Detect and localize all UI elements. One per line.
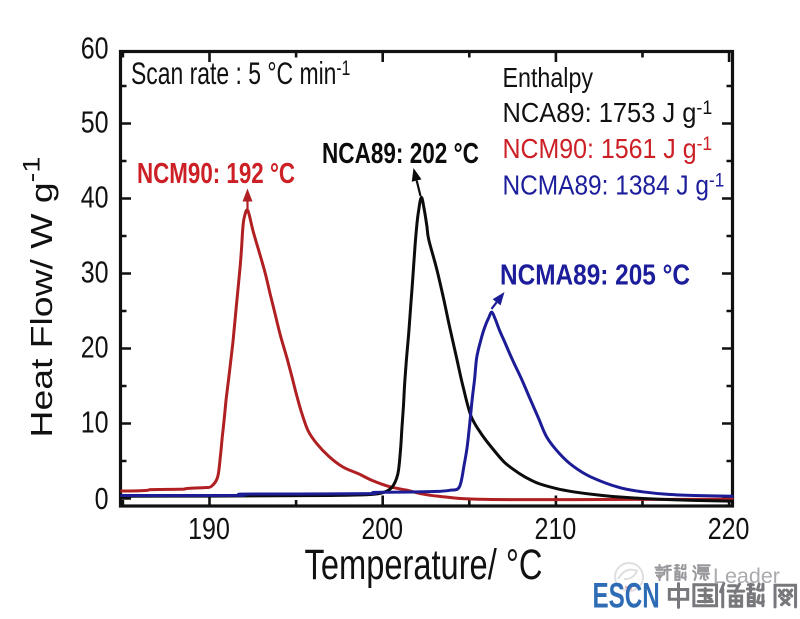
svg-text:NCMA89: 1384 J g-1: NCMA89: 1384 J g-1: [503, 168, 725, 200]
svg-text:ESCN: ESCN: [593, 576, 660, 614]
svg-text:NCMA89: 205 °C: NCMA89: 205 °C: [500, 259, 690, 291]
svg-text:NCM90: 192 °C: NCM90: 192 °C: [137, 159, 295, 190]
svg-text:220: 220: [708, 512, 750, 546]
svg-text:30: 30: [81, 255, 109, 289]
svg-text:20: 20: [81, 330, 109, 364]
svg-text:190: 190: [188, 512, 230, 546]
svg-text:NCA89: 202 °C: NCA89: 202 °C: [322, 139, 479, 170]
svg-text:60: 60: [81, 31, 109, 65]
svg-text:10: 10: [81, 405, 109, 439]
svg-text:Enthalpy: Enthalpy: [503, 63, 594, 93]
svg-text:0: 0: [95, 482, 109, 516]
svg-text:Heat Flow/ W g-1: Heat Flow/ W g-1: [18, 157, 59, 438]
svg-text:NCA89: 1753 J g-1: NCA89: 1753 J g-1: [503, 96, 713, 128]
svg-text:40: 40: [81, 180, 109, 214]
svg-text:50: 50: [81, 105, 109, 139]
svg-text:Scan rate : 5 °C min-1: Scan rate : 5 °C min-1: [131, 55, 350, 90]
svg-text:Temperature/ °C: Temperature/ °C: [305, 541, 543, 589]
svg-text:210: 210: [535, 512, 577, 546]
svg-text:NCM90: 1561 J g-1: NCM90: 1561 J g-1: [503, 132, 713, 164]
svg-text:200: 200: [361, 512, 403, 546]
